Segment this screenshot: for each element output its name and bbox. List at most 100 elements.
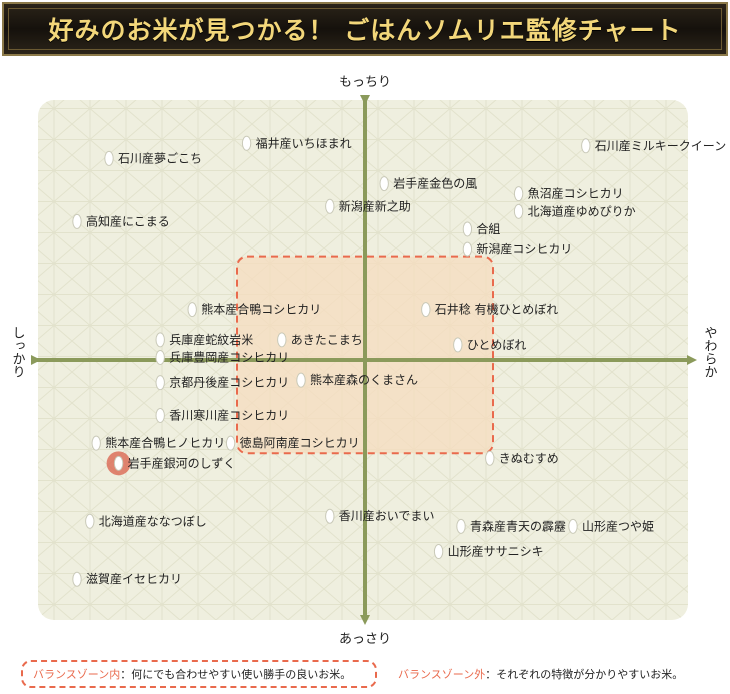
point-label: あきたこまち [291,333,363,347]
data-point: 北海道産ゆめぴりか [513,203,636,219]
axis-label-top: もっちり [339,75,391,90]
rice-grain-icon [325,508,335,524]
point-label: 熊本産合鴨コシヒカリ [201,302,321,317]
point-label: 山形産ササニシキ [448,544,544,559]
point-label: 魚沼産コシヒカリ [528,186,624,201]
rice-grain-icon [379,176,389,192]
rice-grain-icon [462,221,473,237]
title-banner: 好みのお米が見つかる！ ごはんソムリエ監修チャート [2,2,728,56]
point-label: 合組 [476,221,500,236]
data-point: 福井産いちほまれ [241,135,352,151]
point-label: 北海道産ゆめぴりか [528,203,636,218]
data-point: 徳島阿南産コシヒカリ [225,435,360,451]
point-label: 滋賀産イセヒカリ [86,571,182,586]
point-label: 青森産青天の霹靂 [470,518,566,533]
legend-inside-zone: バランスゾーン内 ：何にでも合わせやすい使い勝手の良いお米。 [21,660,377,688]
point-label: 石川産夢ごこち [118,150,202,165]
rice-grain-icon [568,518,578,534]
data-point: 北海道産ななつぼし [85,513,207,529]
rice-grain-icon [241,135,252,151]
point-label: 香川寒川産コシヒカリ [169,407,289,422]
point-label: 熊本産森のくまさん [310,372,418,387]
point-label: 京都丹後産コシヒカリ [169,375,289,390]
axis-label-left: しっかり [10,326,25,378]
point-label: 高知産にこまる [86,213,170,228]
legend-outside-zone: バランスゾーン外 ：それぞれの特徴が分かりやすいお米。 [398,660,683,688]
point-label: 兵庫豊岡産コシヒカリ [169,349,289,364]
rice-grain-icon [155,375,165,391]
data-points: 福井産いちほまれ 石川産ミルキークイーン石川産夢ごこち岩手産金色の風魚沼産コシヒカ… [72,135,726,587]
rice-grain-icon [113,455,124,471]
point-label: 福井産いちほまれ [256,135,352,150]
data-point: 新潟産コシヒカリ [462,241,572,257]
data-point: 石井稔 有機ひとめぼれ [421,302,558,318]
rice-grain-icon [155,407,165,423]
data-point: 石川産ミルキークイーン [581,138,726,154]
point-label: 岩手産銀河のしずく [128,455,236,470]
chart-title: 好みのお米が見つかる！ ごはんソムリエ監修チャート [48,16,682,45]
data-point: 滋賀産イセヒカリ [72,571,182,587]
point-label: 石井稔 有機ひとめぼれ [435,302,558,317]
rice-grain-icon [296,372,306,388]
point-label: 山形産つや姫 [582,518,654,533]
rice-grain-icon [155,332,165,348]
rice-grain-icon [104,150,114,166]
data-point: 青森産青天の霹靂 [456,518,566,534]
data-point: 山形産ササニシキ [433,544,544,560]
rice-grain-icon [433,544,444,560]
data-point: 山形産つや姫 [568,518,654,534]
data-point: 京都丹後産コシヒカリ [155,375,289,391]
data-point: 新潟産新之助 [325,198,411,214]
point-label: 石川産ミルキークイーン [595,138,726,153]
rice-grain-icon [453,337,463,353]
rice-grain-icon [72,213,82,229]
data-point: 高知産にこまる [72,213,170,229]
data-point: きぬむすめ [485,450,559,466]
data-point: ひとめぼれ [453,337,527,353]
data-point: 香川産おいでまい [325,508,435,524]
data-point: 岩手産金色の風 [379,176,477,192]
point-label: 北海道産ななつぼし [99,513,207,528]
point-label: 香川産おいでまい [339,508,435,523]
point-label: 新潟産コシヒカリ [476,241,572,256]
point-label: 熊本産合鴨ヒノヒカリ [105,435,225,450]
point-label: 徳島阿南産コシヒカリ [240,435,360,450]
data-point: 香川寒川産コシヒカリ [155,407,289,423]
point-label: 岩手産金色の風 [393,176,477,191]
data-point: 石川産夢ごこち [104,150,202,166]
rice-grain-icon [456,518,466,534]
axis-label-bottom: あっさり [339,632,391,647]
axis-label-right: やわらか [702,326,718,378]
rice-grain-icon [91,435,101,451]
legend-outside-key: バランスゾーン外 [398,668,486,681]
data-point: 合組 [462,221,500,237]
rice-grain-icon [225,435,236,451]
data-point: 岩手産銀河のしずく [106,451,236,476]
data-point: 熊本産合鴨ヒノヒカリ [91,435,225,451]
data-point: 兵庫産蛇紋岩米 [155,332,253,348]
point-label: ひとめぼれ [467,338,527,352]
legend-inside-text: ：何にでも合わせやすい使い勝手の良いお米。 [120,668,352,681]
data-point: 熊本産合鴨コシヒカリ [187,302,321,318]
data-point: 兵庫豊岡産コシヒカリ [155,349,289,365]
legend-outside-text: ：それぞれの特徴が分かりやすいお米。 [485,668,684,681]
rice-grain-icon [513,203,524,219]
data-point: 魚沼産コシヒカリ [513,186,624,202]
rice-grain-icon [581,138,591,154]
rice-grain-icon [277,332,287,348]
rice-grain-icon [187,302,197,318]
rice-grain-icon [72,571,82,587]
rice-grain-icon [155,349,165,365]
rice-grain-icon [485,450,495,466]
point-label: 兵庫産蛇紋岩米 [169,332,253,347]
rice-grain-icon [462,241,473,257]
point-label: きぬむすめ [499,451,559,465]
rice-grain-icon [513,186,524,202]
data-point: 熊本産森のくまさん [296,372,418,388]
rice-grain-icon [421,302,431,318]
rice-grain-icon [325,198,335,214]
legend-inside-key: バランスゾーン内 [33,668,121,681]
point-label: 新潟産新之助 [339,198,411,213]
data-point: あきたこまち [277,332,363,348]
